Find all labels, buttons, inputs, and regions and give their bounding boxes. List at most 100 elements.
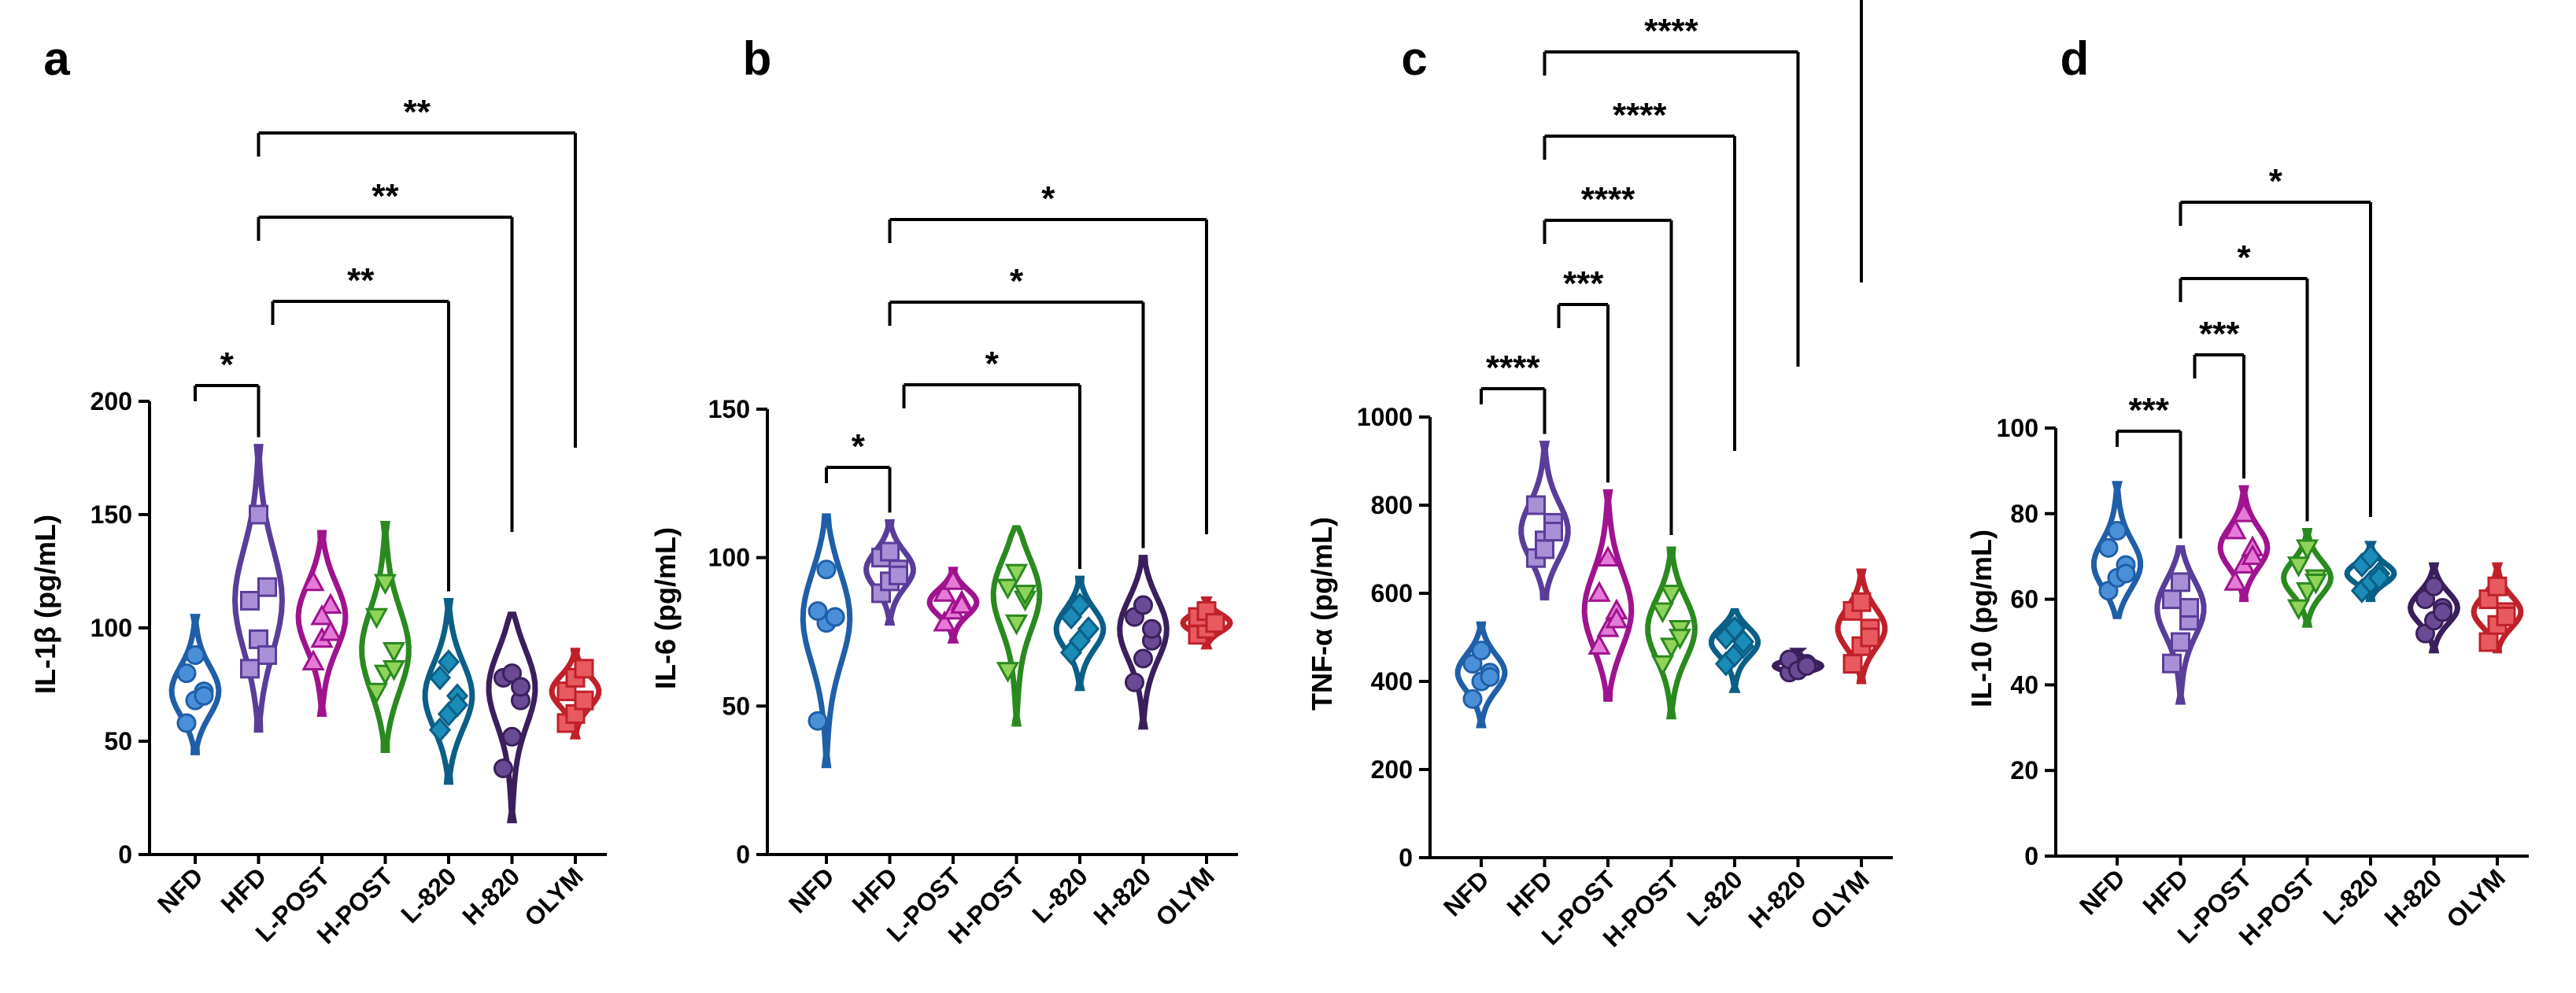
x-tick-label: OLYM bbox=[1805, 865, 1875, 935]
violin-group-h-820 bbox=[2407, 562, 2461, 654]
data-point bbox=[816, 559, 837, 580]
violin-group-olym bbox=[2471, 562, 2524, 654]
data-point bbox=[364, 682, 389, 704]
x-tick-label: OLYM bbox=[519, 862, 589, 932]
significance-label: * bbox=[2237, 238, 2251, 277]
y-tick-label: 200 bbox=[1371, 755, 1413, 784]
panel-letter: d bbox=[2060, 32, 2090, 85]
panel-letter: a bbox=[43, 32, 70, 85]
violin-outline bbox=[232, 444, 285, 733]
data-point bbox=[933, 581, 956, 602]
x-tick-label: HFD bbox=[215, 862, 272, 918]
data-point bbox=[2496, 606, 2516, 626]
panel-letter: b bbox=[743, 32, 772, 85]
significance-label: ** bbox=[347, 261, 375, 300]
violin-group-l-820 bbox=[1708, 607, 1761, 693]
y-axis-label: IL-6 (pg/mL) bbox=[649, 527, 682, 689]
data-point bbox=[2171, 632, 2190, 652]
significance-bracket: **** bbox=[1543, 180, 1673, 535]
x-tick-label: H-820 bbox=[1743, 865, 1811, 933]
y-tick-label: 150 bbox=[708, 395, 750, 423]
data-point bbox=[176, 713, 197, 733]
data-point bbox=[2424, 576, 2444, 596]
violin-outline bbox=[168, 614, 222, 755]
data-point bbox=[437, 649, 460, 675]
data-point bbox=[493, 759, 513, 779]
data-point bbox=[2433, 602, 2452, 622]
data-point bbox=[301, 649, 325, 671]
data-point bbox=[2223, 570, 2247, 591]
significance-label: * bbox=[1041, 179, 1055, 218]
data-point bbox=[310, 604, 334, 626]
violin-outline bbox=[359, 521, 412, 754]
x-tick-label: NFD bbox=[152, 862, 209, 918]
data-point bbox=[1543, 522, 1563, 542]
data-point bbox=[1535, 539, 1554, 559]
violin-outline bbox=[486, 611, 538, 824]
data-point bbox=[941, 569, 965, 590]
data-point bbox=[1732, 629, 1755, 655]
data-point bbox=[808, 711, 828, 731]
significance-label: *** bbox=[2199, 315, 2240, 353]
significance-bracket: * bbox=[2179, 162, 2372, 517]
data-point bbox=[1068, 592, 1092, 618]
significance-label: *** bbox=[2129, 391, 2170, 430]
data-point bbox=[808, 601, 828, 622]
data-point bbox=[1650, 602, 1675, 624]
data-point bbox=[2487, 576, 2508, 596]
violin-group-l-820 bbox=[422, 597, 475, 785]
significance-label: **** bbox=[1581, 180, 1635, 219]
data-point bbox=[2162, 589, 2182, 610]
violin-group-hfd bbox=[863, 519, 916, 626]
y-tick-label: 150 bbox=[91, 500, 132, 529]
data-point bbox=[1650, 655, 1675, 677]
data-point bbox=[2162, 653, 2182, 674]
violin-outline bbox=[2217, 485, 2271, 603]
y-tick-label: 200 bbox=[91, 387, 132, 415]
y-tick-label: 0 bbox=[736, 840, 750, 869]
significance-bracket: ** bbox=[271, 261, 450, 592]
data-point bbox=[2179, 597, 2199, 618]
data-point bbox=[2367, 565, 2391, 591]
data-point bbox=[511, 677, 530, 697]
data-point bbox=[2171, 572, 2190, 592]
significance-bracket: * bbox=[825, 427, 892, 513]
data-point bbox=[502, 663, 522, 684]
data-point bbox=[194, 685, 214, 706]
data-point bbox=[1004, 614, 1029, 636]
violin-group-h-post bbox=[990, 525, 1043, 727]
data-point bbox=[1860, 627, 1880, 648]
data-point bbox=[502, 726, 522, 747]
panel-letter: c bbox=[1401, 32, 1427, 85]
significance-label: * bbox=[220, 345, 235, 384]
y-tick-label: 0 bbox=[2024, 842, 2038, 870]
violin-group-l-post bbox=[1581, 489, 1635, 702]
data-point bbox=[1587, 633, 1611, 655]
violin-group-h-post bbox=[1645, 546, 1698, 720]
y-tick-label: 20 bbox=[2010, 756, 2038, 784]
data-point bbox=[1205, 613, 1225, 633]
data-point bbox=[1013, 585, 1037, 606]
data-point bbox=[1077, 616, 1100, 642]
data-point bbox=[1133, 648, 1153, 669]
x-tick-label: OLYM bbox=[2441, 863, 2511, 933]
data-point bbox=[2241, 544, 2264, 566]
data-point bbox=[445, 692, 469, 718]
data-point bbox=[1668, 629, 1692, 650]
significance-label: *** bbox=[1563, 264, 1604, 303]
significance-bracket: * bbox=[888, 179, 1208, 534]
violin-group-nfd bbox=[1454, 621, 1508, 729]
data-point bbox=[825, 607, 845, 627]
y-tick-label: 100 bbox=[91, 614, 132, 642]
data-point bbox=[257, 577, 277, 597]
y-tick-label: 50 bbox=[722, 692, 750, 720]
data-point bbox=[301, 570, 325, 592]
data-point bbox=[1605, 607, 1628, 629]
y-tick-label: 40 bbox=[2010, 670, 2038, 699]
y-tick-label: 0 bbox=[1399, 843, 1413, 872]
y-tick-label: 0 bbox=[118, 840, 132, 869]
x-tick-label: HFD bbox=[2137, 863, 2193, 920]
